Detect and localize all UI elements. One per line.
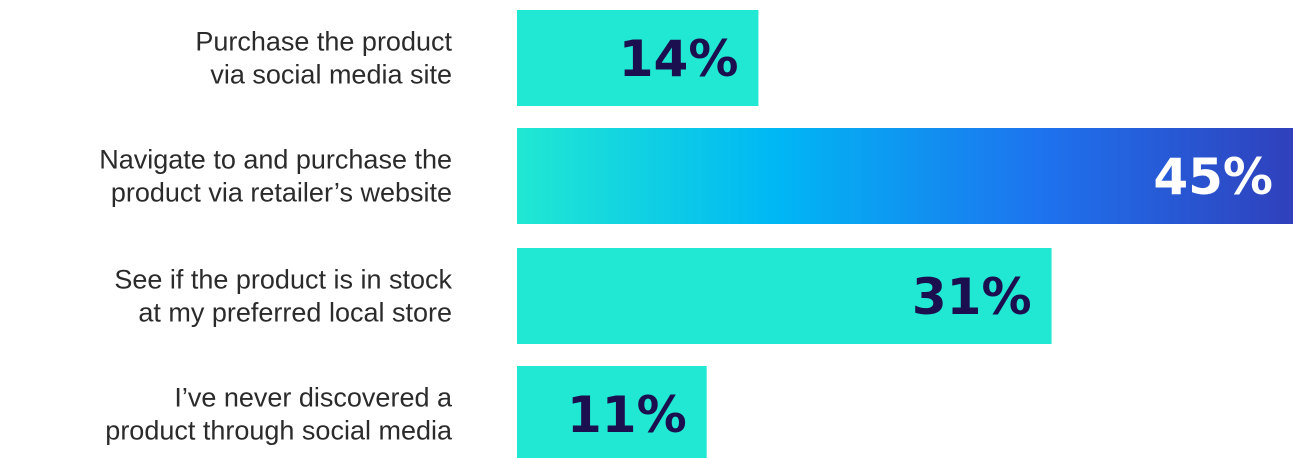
bar-value-label-4: 11% <box>567 386 687 444</box>
bar-1 <box>517 10 759 106</box>
category-label-2-line-1: Navigate to and purchase the <box>99 145 452 175</box>
category-label-1-line-1: Purchase the product <box>195 27 452 57</box>
category-label-3-line-1: See if the product is in stock <box>114 265 452 295</box>
bar-3 <box>517 248 1052 344</box>
bar-4 <box>517 366 707 458</box>
bar-value-label-1: 14% <box>619 30 739 88</box>
category-label-1-line-2: via social media site <box>210 60 452 90</box>
category-label-4-line-2: product through social media <box>105 416 453 446</box>
bar-2 <box>517 128 1293 224</box>
category-label-2-line-2: product via retailer’s website <box>111 178 452 208</box>
category-label-4-line-1: I’ve never discovered a <box>174 383 453 413</box>
bar-value-label-2: 45% <box>1153 148 1273 206</box>
bar-value-label-3: 31% <box>912 268 1032 326</box>
category-label-3-line-2: at my preferred local store <box>138 298 452 328</box>
